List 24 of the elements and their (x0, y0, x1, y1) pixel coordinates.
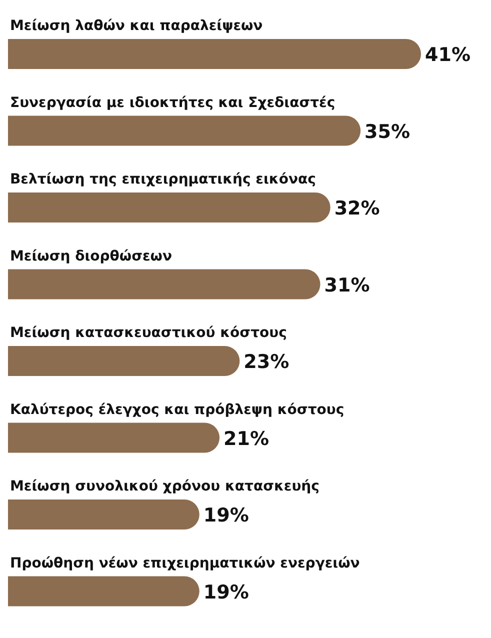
data-label: 21% (224, 428, 270, 450)
data-label: 32% (334, 198, 380, 220)
bar (8, 192, 330, 222)
bar (8, 422, 220, 453)
bar (8, 500, 200, 530)
data-label: 41% (425, 44, 470, 66)
bar (8, 39, 421, 69)
bar (8, 346, 240, 376)
bar (8, 269, 320, 300)
data-label: 23% (244, 351, 290, 373)
data-label: 19% (203, 581, 249, 604)
y-tick-label: Συνεργασία με ιδιοκτήτες και Σχεδιαστές (10, 94, 336, 111)
data-label: 19% (203, 504, 249, 526)
bar (8, 576, 200, 606)
data-label: 31% (324, 274, 370, 296)
y-tick-label: Μείωση διορθώσεων (10, 248, 172, 264)
y-tick-label: Μείωση συνολικού χρόνου κατασκευής (10, 478, 320, 494)
y-tick-label: Βελτίωση της επιχειρηματικής εικόνας (10, 172, 316, 188)
y-tick-label: Καλύτερος έλεγχος και πρόβλεψη κόστους (10, 402, 344, 418)
bar (8, 116, 361, 146)
y-tick-label: Μείωση λαθών και παραλείψεων (10, 18, 263, 34)
data-label: 35% (364, 120, 410, 143)
y-tick-label: Μείωση κατασκευαστικού κόστους (10, 325, 287, 341)
y-tick-label: Προώθηση νέων επιχειρηματικών ενεργειών (10, 555, 360, 572)
